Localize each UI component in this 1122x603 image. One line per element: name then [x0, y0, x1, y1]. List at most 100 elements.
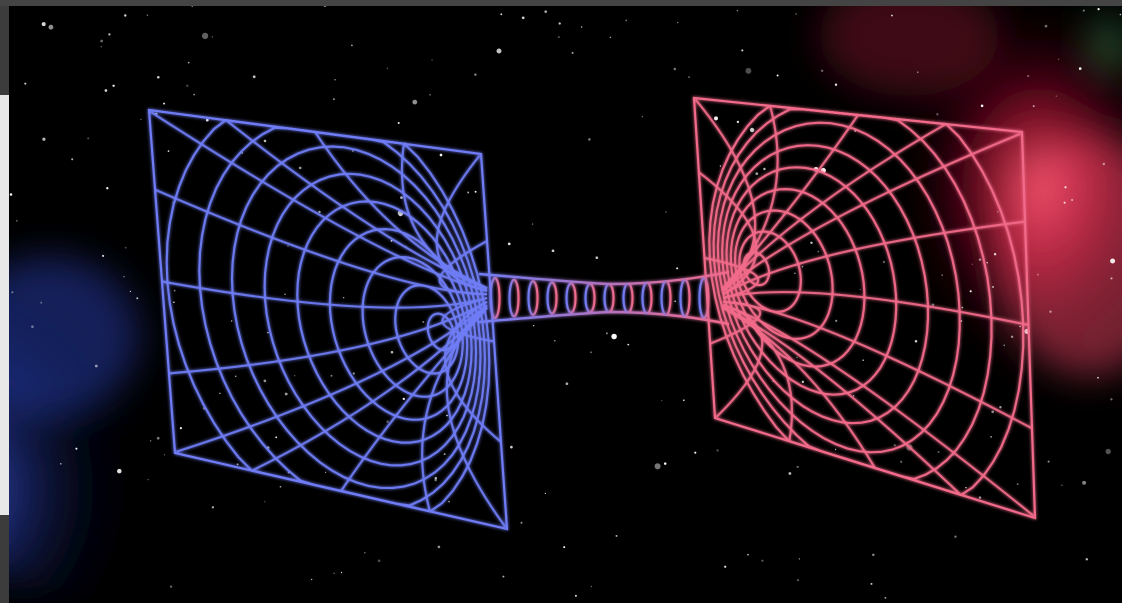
star — [1086, 558, 1088, 560]
star — [763, 168, 766, 171]
star — [431, 59, 433, 61]
star — [40, 302, 42, 304]
star — [147, 14, 148, 15]
star — [817, 251, 819, 253]
star — [572, 52, 574, 54]
star — [661, 400, 662, 401]
star — [108, 33, 110, 35]
star — [688, 76, 690, 78]
star — [642, 116, 644, 118]
star — [87, 137, 89, 139]
star — [750, 128, 754, 132]
star — [180, 427, 182, 429]
star — [883, 261, 885, 263]
star — [11, 291, 13, 293]
star — [412, 100, 417, 105]
star — [664, 462, 667, 465]
star — [231, 320, 232, 321]
star — [1082, 481, 1086, 485]
star — [444, 453, 446, 455]
star — [500, 13, 502, 15]
star — [999, 406, 1001, 408]
star — [168, 150, 170, 152]
star — [351, 45, 353, 47]
star — [267, 332, 268, 333]
star — [253, 75, 256, 78]
star — [777, 75, 779, 77]
star — [972, 264, 973, 265]
star — [694, 452, 696, 454]
star — [521, 522, 523, 524]
star — [932, 303, 935, 306]
star — [186, 85, 188, 87]
star — [627, 344, 629, 346]
star — [591, 586, 592, 587]
star — [117, 469, 122, 474]
star — [871, 583, 873, 585]
star — [163, 103, 165, 105]
star — [610, 37, 611, 38]
star — [625, 20, 627, 22]
star — [1037, 274, 1039, 276]
star — [1110, 277, 1112, 279]
star — [552, 249, 555, 252]
star — [991, 410, 994, 413]
star — [212, 506, 214, 508]
star — [1064, 202, 1066, 204]
star — [386, 420, 389, 423]
star — [900, 461, 902, 463]
star — [894, 444, 896, 446]
star — [206, 119, 209, 122]
star — [219, 393, 220, 394]
star — [979, 496, 981, 498]
star — [150, 440, 151, 441]
star — [400, 196, 403, 199]
star — [853, 395, 855, 397]
star — [510, 446, 513, 449]
star — [311, 579, 312, 580]
star — [1033, 105, 1035, 107]
star — [170, 585, 173, 588]
star — [674, 68, 677, 71]
star — [606, 332, 608, 334]
star — [802, 381, 804, 383]
star — [674, 300, 676, 302]
star — [467, 192, 469, 194]
star — [16, 220, 18, 222]
star — [1110, 398, 1112, 400]
star — [961, 320, 963, 322]
star — [188, 62, 190, 64]
star — [1056, 95, 1058, 97]
star — [1003, 345, 1004, 346]
star — [60, 463, 62, 465]
star — [714, 116, 718, 120]
star — [1097, 377, 1099, 379]
star — [891, 15, 893, 17]
star — [174, 290, 176, 292]
star — [1103, 163, 1105, 165]
star — [1079, 67, 1082, 70]
star — [502, 576, 504, 578]
star — [341, 572, 342, 573]
star — [157, 437, 160, 440]
star — [508, 243, 511, 246]
star — [147, 479, 149, 481]
star — [112, 85, 114, 87]
star — [677, 22, 678, 23]
star — [676, 267, 678, 269]
star — [334, 79, 335, 80]
star — [124, 14, 126, 16]
star — [720, 165, 721, 166]
star — [1061, 485, 1062, 486]
star — [545, 493, 546, 494]
star — [755, 172, 758, 175]
star — [299, 167, 302, 170]
star — [364, 552, 366, 554]
star — [353, 372, 355, 374]
star — [954, 535, 956, 537]
star — [391, 351, 394, 354]
star — [438, 546, 441, 549]
star — [285, 393, 288, 396]
star — [1011, 336, 1013, 338]
image-canvas — [9, 6, 1122, 603]
